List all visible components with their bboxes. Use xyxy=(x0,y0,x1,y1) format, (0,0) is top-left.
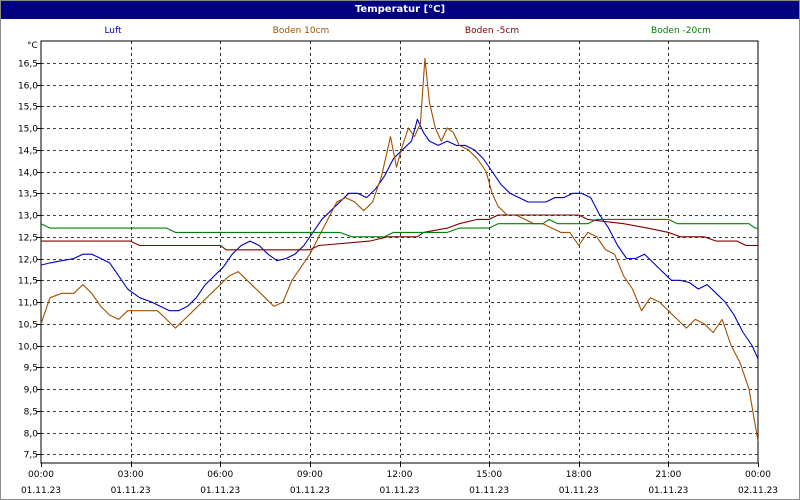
y-tick-label: 10,5 xyxy=(18,321,38,331)
legend-entry-luft: Luft xyxy=(104,26,122,36)
y-tick-label: 15,0 xyxy=(18,125,38,135)
series-line-luft xyxy=(40,118,759,359)
y-tick-label: 12,0 xyxy=(18,256,38,266)
y-tick-label: 13,0 xyxy=(18,212,38,222)
x-tick-time-label: 15:00 xyxy=(476,470,502,480)
y-tick-label: 16,0 xyxy=(18,82,38,92)
y-tick-label: 14,0 xyxy=(18,169,38,179)
chart-gridlines xyxy=(41,41,758,463)
x-tick-date-label: 01.11.23 xyxy=(290,486,330,496)
x-tick-date-label: 02.11.23 xyxy=(738,486,778,496)
y-tick-label: 9,5 xyxy=(24,364,38,374)
x-tick-time-label: 21:00 xyxy=(655,470,681,480)
y-axis-unit-label: °C xyxy=(27,41,38,51)
x-tick-date-label: 01.11.23 xyxy=(559,486,599,496)
series-line-boden-10cm xyxy=(40,57,759,442)
series-lines xyxy=(40,57,759,442)
series-line-boden-minus-5cm xyxy=(41,214,758,251)
x-tick-time-label: 03:00 xyxy=(118,470,144,480)
x-tick-date-label: 01.11.23 xyxy=(648,486,688,496)
x-tick-date-label: 01.11.23 xyxy=(379,486,419,496)
x-tick-date-label: 01.11.23 xyxy=(200,486,240,496)
y-tick-label: 7,5 xyxy=(24,451,38,461)
x-tick-date-label: 01.11.23 xyxy=(111,486,151,496)
legend-entry-boden-minus-5cm: Boden -5cm xyxy=(464,26,520,36)
x-tick-time-label: 06:00 xyxy=(207,470,233,480)
legend-entry-boden-minus-20cm: Boden -20cm xyxy=(651,26,711,36)
y-tick-label: 16,5 xyxy=(18,60,38,70)
x-tick-time-label: 12:00 xyxy=(387,470,413,480)
y-tick-label: 8,0 xyxy=(24,430,39,440)
y-tick-label: 14,5 xyxy=(18,147,38,157)
x-tick-time-label: 00:00 xyxy=(745,470,771,480)
x-tick-date-label: 01.11.23 xyxy=(469,486,509,496)
y-axis-ticks: 7,5 8,0 8,5 9,0 9,5 10,0 10,5 11,0 11,5 12,0 12,5 1… xyxy=(18,60,41,461)
legend-entry-boden-10cm: Boden 10cm xyxy=(272,26,330,36)
y-tick-label: 10,0 xyxy=(18,343,38,353)
x-tick-time-label: 18:00 xyxy=(566,470,592,480)
y-tick-label: 12,5 xyxy=(18,234,38,244)
series-line-boden-minus-20cm xyxy=(40,218,758,238)
chart-title: Temperatur [°C] xyxy=(1,1,799,19)
y-tick-label: 8,5 xyxy=(24,408,38,418)
x-axis-ticks: 00:00 01.11.23 03:00 01.11.23 06:00 01.11.23 0… xyxy=(21,463,778,496)
plot-area xyxy=(40,40,759,464)
y-tick-label: 9,0 xyxy=(24,386,39,396)
chart-legend: Luft Boden 10cm Boden -5cm Boden -20cm xyxy=(1,19,799,39)
x-tick-date-label: 01.11.23 xyxy=(21,486,61,496)
y-tick-label: 11,0 xyxy=(18,299,38,309)
y-tick-label: 11,5 xyxy=(18,277,38,287)
x-tick-time-label: 00:00 xyxy=(28,470,54,480)
y-tick-label: 13,5 xyxy=(18,190,38,200)
x-tick-time-label: 09:00 xyxy=(297,470,323,480)
y-tick-label: 15,5 xyxy=(18,103,38,113)
